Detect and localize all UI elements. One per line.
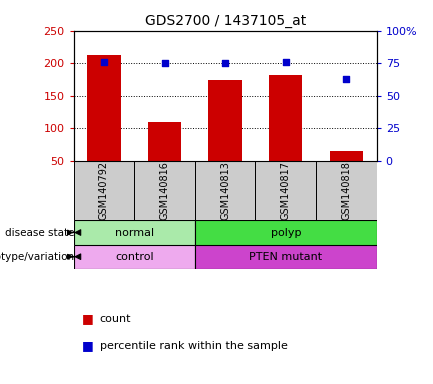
Bar [87,55,120,161]
Text: control: control [115,252,154,262]
Text: PTEN mutant: PTEN mutant [249,252,322,262]
Bar [255,161,316,220]
Bar [269,75,303,161]
Title: GDS2700 / 1437105_at: GDS2700 / 1437105_at [145,14,306,28]
Bar [195,245,377,269]
Text: GSM140818: GSM140818 [341,161,352,220]
Bar [195,161,255,220]
Point [282,59,289,65]
Text: disease state: disease state [5,228,74,238]
Text: normal: normal [115,228,154,238]
Point [100,59,107,65]
Text: genotype/variation: genotype/variation [0,252,74,262]
Text: GSM140816: GSM140816 [159,161,170,220]
Bar [74,220,195,245]
Bar [74,245,195,269]
Point [343,76,350,82]
Bar [195,220,377,245]
Bar [74,161,134,220]
Text: GSM140813: GSM140813 [220,161,230,220]
Text: GSM140817: GSM140817 [281,161,291,220]
Bar [316,161,377,220]
Bar [209,80,242,161]
Text: ■: ■ [82,339,94,352]
Bar [134,161,195,220]
Point [161,60,168,66]
Text: percentile rank within the sample: percentile rank within the sample [100,341,288,351]
Bar [148,122,181,161]
Text: GSM140792: GSM140792 [99,161,109,220]
Text: count: count [100,314,131,324]
Bar [330,151,363,161]
Point [222,60,229,66]
Text: polyp: polyp [271,228,301,238]
Text: ■: ■ [82,312,94,325]
